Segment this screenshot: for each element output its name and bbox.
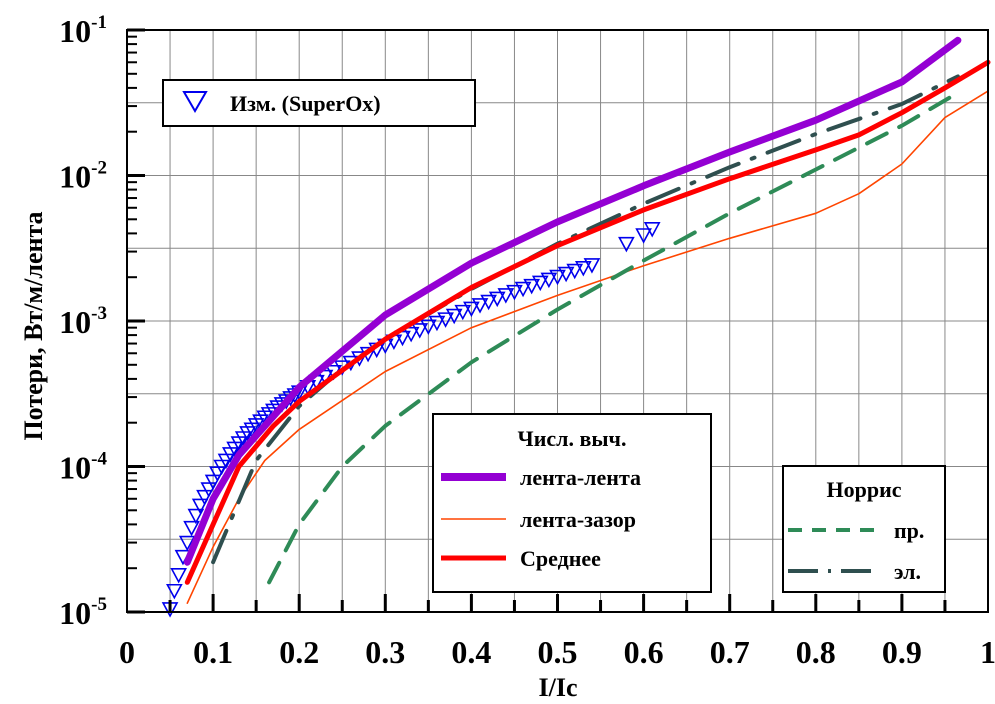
x-tick-label: 0.5: [538, 634, 578, 670]
plot-area: [161, 36, 991, 618]
measured-marker: [471, 298, 489, 314]
x-tick-label: 0.2: [279, 634, 319, 670]
measured-marker: [420, 319, 437, 335]
measured-marker: [187, 508, 205, 525]
measured-marker: [463, 301, 480, 318]
y-tick-label: 10-4: [59, 449, 107, 486]
legend-numeric-title: Числ. выч.: [518, 426, 627, 451]
measured-marker: [191, 498, 209, 515]
measured-marker: [196, 489, 213, 506]
x-tick-label: 1: [980, 634, 995, 670]
measured-marker: [166, 583, 183, 600]
legend-label-tape-tape: лента-лента: [520, 465, 641, 490]
x-tick-label: 0.4: [451, 634, 491, 670]
measured-marker: [445, 308, 463, 325]
measured-marker: [170, 568, 187, 584]
y-axis-title: Потери, Вт/м/лента: [19, 211, 48, 440]
measured-marker: [549, 269, 566, 286]
legend-label-ellipse: эл.: [894, 559, 921, 584]
x-tick-label: 0.8: [796, 634, 836, 670]
measured-marker: [204, 474, 222, 491]
y-tick-label: 10-3: [59, 303, 107, 340]
legend-norris: Норрис пр. эл.: [782, 465, 946, 593]
measured-marker: [618, 236, 635, 253]
series-line-4: [267, 90, 960, 585]
measured-marker: [574, 261, 592, 277]
measured-marker: [316, 369, 334, 386]
legend-label-strip: пр.: [894, 518, 924, 543]
measured-marker: [523, 278, 541, 295]
x-tick-label: 0: [119, 634, 135, 670]
measured-marker: [178, 535, 196, 552]
x-tick-label: 0.3: [365, 634, 405, 670]
legend-norris-title: Норрис: [826, 477, 901, 502]
series-line-1: [183, 36, 962, 566]
legend-triangle-marker: [182, 91, 208, 113]
measured-marker: [557, 266, 575, 283]
x-tick-label: 0.6: [624, 634, 664, 670]
measured-marker: [643, 222, 661, 238]
measured-marker: [480, 294, 497, 311]
measured-marker: [488, 291, 506, 308]
y-tick-labels: 10-5 10-4 10-3 10-2 10-1: [59, 12, 107, 631]
measured-marker: [583, 258, 601, 274]
legend-label-average: Среднее: [520, 546, 601, 571]
measured-marker: [531, 275, 549, 292]
measured-marker: [402, 326, 420, 343]
x-tick-label: 0.9: [882, 634, 922, 670]
measured-marker: [514, 281, 532, 298]
legend-numeric: Числ. выч. лента-лента лента-зазор Средн…: [432, 413, 712, 593]
legend-label-tape-gap: лента-зазор: [520, 507, 636, 532]
measured-marker: [183, 520, 200, 537]
measured-marker: [566, 263, 584, 280]
measured-marker: [454, 304, 472, 321]
measured-marker: [428, 315, 446, 332]
x-tick-labels: 0 0.1 0.2 0.3 0.4 0.5 0.6 0.7 0.8 0.9 1: [119, 634, 995, 670]
y-tick-label: 10-5: [59, 594, 107, 631]
measured-marker: [506, 284, 523, 301]
x-tick-label: 0.1: [193, 634, 233, 670]
measured-marker: [200, 482, 218, 498]
y-tick-label: 10-1: [59, 12, 107, 49]
y-tick-label: 10-2: [59, 158, 107, 195]
legend-measured-label: Изм. (SuperOx): [230, 91, 381, 116]
series-line-3: [184, 59, 991, 585]
series-line-2: [186, 90, 989, 604]
x-tick-label: 0.7: [710, 634, 750, 670]
measured-marker: [635, 228, 652, 244]
legend-measured: Изм. (SuperOx): [162, 79, 476, 127]
x-axis-title: I/Ic: [539, 673, 578, 702]
measured-marker: [411, 323, 429, 339]
axis-ticks: [127, 28, 947, 614]
measured-marker: [437, 312, 454, 328]
measured-marker: [540, 272, 558, 289]
measured-marker: [497, 288, 515, 304]
